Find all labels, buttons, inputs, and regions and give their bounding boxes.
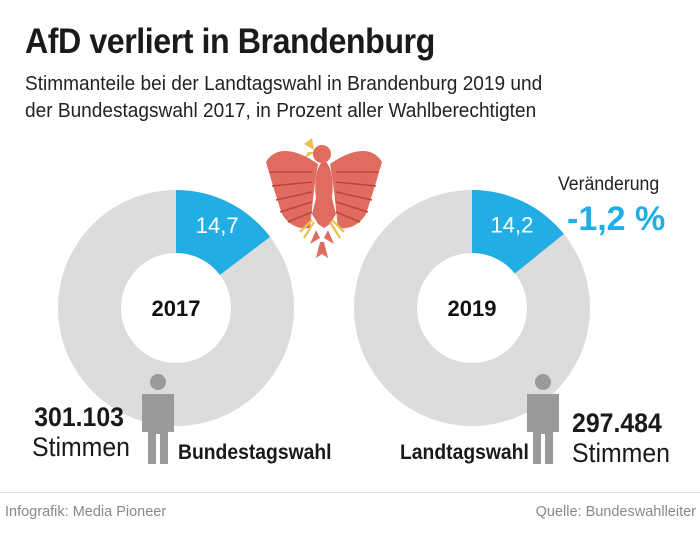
footer-source: Quelle: Bundeswahlleiter	[535, 504, 696, 520]
election-label-bundestagswahl: Bundestagswahl	[178, 441, 332, 464]
votes-2017-number: 301.103	[34, 402, 125, 432]
votes-2019: 297.484 Stimmen	[572, 408, 670, 468]
election-label-landtagswahl: Landtagswahl	[400, 441, 529, 464]
brandenburg-eagle-icon	[266, 138, 382, 258]
person-icon	[527, 374, 559, 464]
donut-charts: 14,7 2017 14,2 2019	[58, 138, 590, 464]
chart-subtitle: Stimmanteile bei der Landtagswahl in Bra…	[25, 70, 542, 124]
footer-credit: Infografik: Media Pioneer	[5, 504, 167, 520]
change-value: -1,2 %	[567, 200, 666, 238]
person-icon	[142, 374, 174, 464]
donut-landtagswahl: 14,2 2019	[354, 190, 590, 426]
subtitle-line-2: der Bundestagswahl 2017, in Prozent alle…	[25, 99, 537, 122]
votes-2017: 301.103 Stimmen	[32, 402, 131, 462]
donut-bundestagswahl: 14,7 2017	[58, 190, 294, 426]
year-label-2019: 2019	[448, 296, 497, 321]
chart-title: AfD verliert in Brandenburg	[25, 22, 435, 61]
slice-afd-2017	[176, 190, 271, 275]
year-label-2017: 2017	[152, 296, 201, 321]
votes-2017-unit: Stimmen	[32, 432, 131, 462]
slice-afd-2019	[472, 190, 564, 274]
votes-2019-unit: Stimmen	[572, 438, 671, 468]
data-label-2019: 14,2	[490, 213, 533, 238]
votes-2019-number: 297.484	[572, 408, 662, 438]
data-label-2017: 14,7	[196, 213, 239, 238]
footer: Infografik: Media Pioneer Quelle: Bundes…	[0, 492, 700, 533]
subtitle-line-1: Stimmanteile bei der Landtagswahl in Bra…	[25, 72, 543, 95]
change-label: Veränderung	[558, 174, 660, 195]
